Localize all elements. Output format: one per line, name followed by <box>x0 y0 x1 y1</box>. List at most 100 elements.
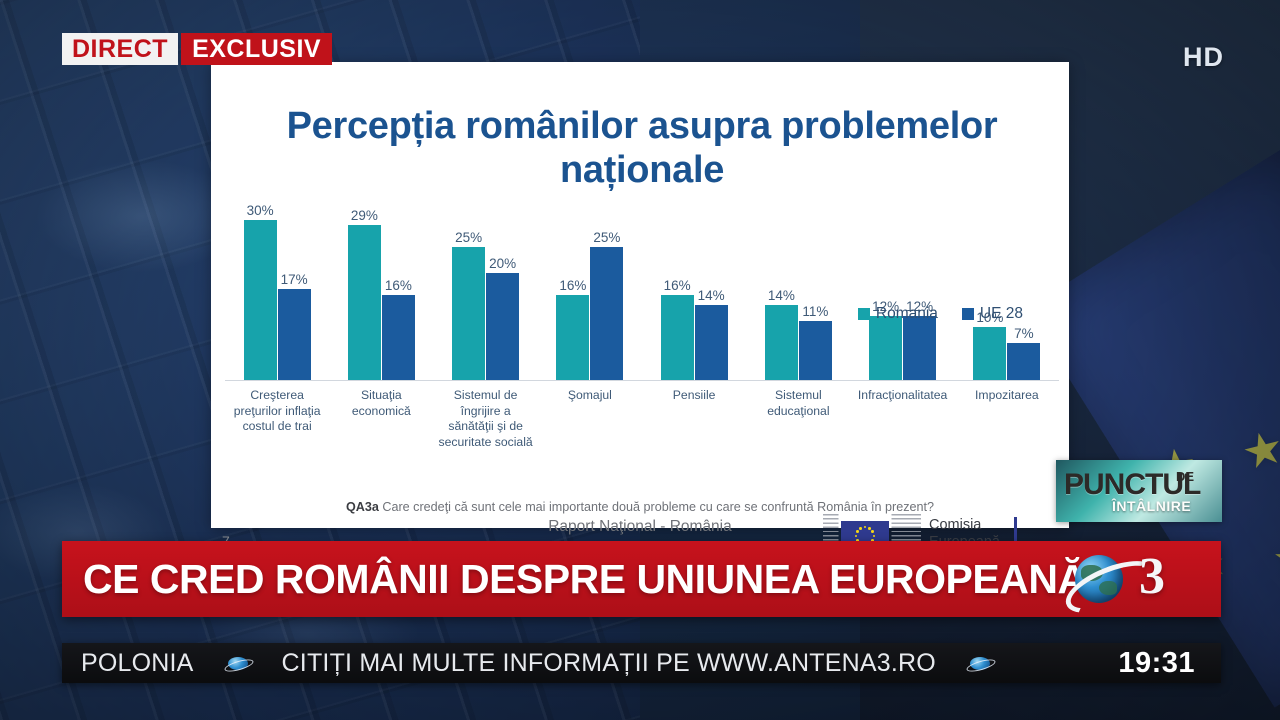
chart-bar: 17% <box>277 272 311 380</box>
chart-bar-value-label: 17% <box>280 272 308 288</box>
chart-bar-wrapper: 7% <box>1007 326 1041 380</box>
eu-star-icon <box>854 534 858 538</box>
chart-bar: 16% <box>556 278 590 380</box>
chart-bar-value-label: 14% <box>697 288 725 304</box>
show-logo-main: PUNCTUL <box>1064 468 1201 501</box>
ticker-globe-separator-icon <box>227 656 248 670</box>
chart-category-label: Şomajul <box>567 388 612 402</box>
chart-group: 16% 25% <box>538 220 642 380</box>
show-logo: PUNCTUL DE ÎNTÂLNIRE <box>1056 460 1222 522</box>
chart-bar-wrapper: 14% <box>764 288 798 380</box>
chart-bar-wrapper: 16% <box>660 278 694 380</box>
ec-logo-line1: Comisia <box>929 517 982 534</box>
chart-bar: 12% <box>903 299 937 380</box>
bar-chart: 30% 17% 29% 16% 25% 20% 16% 25% 16% 14% 14% 11% 12% 1… <box>225 203 1059 420</box>
chart-group: 10% 7% <box>955 220 1059 380</box>
chart-bar-wrapper: 17% <box>277 272 311 380</box>
slide-title: Percepția românilor asupra problemelor n… <box>286 105 998 192</box>
live-badge: DIRECT <box>62 33 179 65</box>
chart-bar-wrapper: 25% <box>590 230 624 380</box>
chart-category-labels: Creşterea preţurilor inflaţia costul de … <box>225 388 1059 450</box>
presentation-slide: Percepția românilor asupra problemelor n… <box>211 62 1069 554</box>
ticker-globe-separator-icon <box>969 656 990 670</box>
legend-item-romania: Romania <box>857 305 938 323</box>
chart-bar-value-label: 16% <box>663 277 691 293</box>
chart-bar-value-label: 14% <box>767 288 795 304</box>
chart-bar-wrapper: 29% <box>347 208 381 380</box>
chart-bar-pair: 12% 12% <box>869 299 937 380</box>
chart-bar-value-label: 12% <box>906 299 934 314</box>
chart-bar-value-label: 16% <box>559 277 587 293</box>
chart-group: 29% 16% <box>329 208 433 380</box>
chart-bar-wrapper: 10% <box>973 310 1007 380</box>
chart-category-label: Pensiile <box>672 388 716 402</box>
eu-star-icon <box>871 530 875 533</box>
chart-bar-wrapper: 14% <box>694 288 728 380</box>
broadcast-badges: DIRECT EXCLUSIV <box>62 33 333 65</box>
chart-group: 16% 14% <box>642 220 746 380</box>
chart-bar: 20% <box>486 256 520 380</box>
chart-bar-pair: 10% 7% <box>973 310 1041 380</box>
chart-bar: 25% <box>590 230 624 380</box>
chart-legend: Romania UE 28 <box>857 305 1023 323</box>
chart-plot-area: 30% 17% 29% 16% 25% 20% 16% 25% 16% 14% 14% 11% 12% 1… <box>225 203 1059 380</box>
ticker-clock: 19:31 <box>1118 646 1195 679</box>
eu-star-icon <box>872 534 876 538</box>
show-logo-de: DE <box>1176 469 1195 484</box>
chart-bar: 14% <box>694 288 728 380</box>
chart-footnote: QA3a Care credeţi că sunt cele mai impor… <box>211 500 1069 514</box>
chart-bar-pair: 16% 25% <box>556 230 624 380</box>
chart-bar: 7% <box>1007 326 1041 380</box>
legend-swatch-icon <box>857 308 870 320</box>
chart-category-label: Situaţia economică <box>351 388 411 418</box>
channel-number: 3 <box>1139 548 1165 605</box>
chart-bar: 30% <box>243 203 277 380</box>
chart-bar-pair: 25% 20% <box>452 230 520 380</box>
chart-bar-wrapper: 30% <box>243 203 277 380</box>
antena3-logo: 3 <box>1059 545 1211 624</box>
chart-axis-line <box>225 380 1059 381</box>
ticker-region-label: POLONIA <box>81 648 194 677</box>
chart-bar: 14% <box>764 288 798 380</box>
chart-bar-value-label: 20% <box>489 256 517 272</box>
chart-bar-wrapper: 11% <box>798 304 832 380</box>
chart-group: 25% 20% <box>434 220 538 380</box>
chart-bar-pair: 14% 11% <box>764 288 832 380</box>
chart-category-label: Sistemul educaţional <box>767 388 830 418</box>
ec-logo-bar <box>1013 517 1017 551</box>
chart-category-label: Infracţionalitatea <box>857 388 948 402</box>
chart-category-label: Impozitarea <box>975 388 1039 402</box>
chart-bar-wrapper: 16% <box>556 278 590 380</box>
chart-bar-value-label: 29% <box>350 208 378 224</box>
chart-bar-value-label: 10% <box>976 309 1004 325</box>
footnote-text: Care credeţi că sunt cele mai importante… <box>378 500 935 514</box>
legend-item-ue28: UE 28 <box>961 305 1023 323</box>
headline-text: CE CRED ROMÂNII DESPRE UNIUNEA EUROPEANĂ <box>83 555 1087 602</box>
chart-bar-pair: 29% 16% <box>347 208 415 380</box>
legend-label: UE 28 <box>979 305 1023 322</box>
chart-bar-value-label: 11% <box>802 304 829 320</box>
legend-swatch-icon <box>961 308 974 320</box>
report-subtitle: Raport Naţional - România <box>548 518 732 535</box>
exclusive-badge: EXCLUSIV <box>181 33 333 65</box>
chart-bar: 25% <box>452 230 486 380</box>
chart-bar-value-label: 16% <box>384 277 412 293</box>
chart-bar-value-label: 30% <box>246 203 274 218</box>
chart-bar: 11% <box>798 304 832 380</box>
ticker-info-text: CITIȚI MAI MULTE INFORMAȚII PE WWW.ANTEN… <box>281 648 936 677</box>
chart-bar-value-label: 7% <box>1014 325 1034 341</box>
lower-third-banner: CE CRED ROMÂNII DESPRE UNIUNEA EUROPEANĂ… <box>62 541 1221 624</box>
eu-star-icon <box>859 526 862 530</box>
chart-group: 14% 11% <box>746 220 850 380</box>
chart-group: 12% 12% <box>851 220 955 380</box>
chart-bar-pair: 30% 17% <box>243 203 311 380</box>
news-ticker: POLONIA CITIȚI MAI MULTE INFORMAȚII PE W… <box>62 643 1221 683</box>
chart-bar: 12% <box>869 299 903 380</box>
chart-bar-wrapper: 25% <box>452 230 486 380</box>
chart-category-label: Creşterea preţurilor inflaţia costul de … <box>233 388 321 434</box>
eu-star-icon <box>868 526 871 530</box>
chart-category-label: Sistemul de îngrijire a sănătăţii şi de … <box>438 388 533 449</box>
chart-bar-wrapper: 12% <box>903 299 937 380</box>
hd-quality-indicator: HD <box>1183 42 1224 72</box>
chart-bar: 16% <box>660 278 694 380</box>
